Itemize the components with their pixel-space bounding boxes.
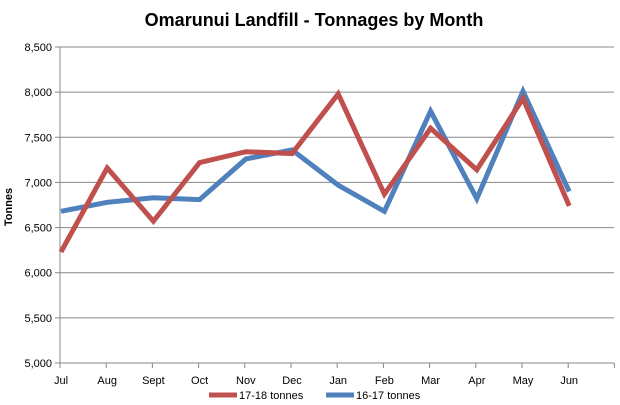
series-layer [58, 85, 572, 254]
series-line-0 [58, 89, 572, 254]
y-tick-label: 6,000 [24, 268, 52, 280]
x-tick-label: Jul [54, 375, 68, 387]
x-tick-label: Mar [421, 375, 440, 387]
legend-label: 16-17 tonnes [356, 390, 421, 402]
x-tick-label: Aug [97, 375, 117, 387]
x-tick-label: Sept [142, 375, 165, 387]
x-tick-label: May [513, 375, 534, 387]
y-tick-label: 5,000 [24, 358, 52, 370]
series-line-1 [60, 85, 572, 215]
legend: 17-18 tonnes 16-17 tonnes [209, 390, 421, 402]
label-layer: 5,000 5,500 6,000 6,500 7,000 7,500 8,000 8,500… [24, 42, 578, 387]
axis-layer [55, 46, 615, 368]
chart-title: Omarunui Landfill - Tonnages by Month [145, 10, 484, 30]
x-tick-label: Feb [375, 375, 394, 387]
x-tick-label: Jan [329, 375, 347, 387]
x-tick-label: Jun [560, 375, 578, 387]
x-tick-label: Oct [191, 375, 208, 387]
y-tick-label: 7,500 [24, 132, 52, 144]
x-tick-label: Nov [236, 375, 256, 387]
y-tick-label: 6,500 [24, 223, 52, 235]
x-tick-label: Apr [468, 375, 485, 387]
y-tick-label: 5,500 [24, 313, 52, 325]
y-axis-label: Tonnes [3, 188, 15, 226]
y-tick-label: 8,500 [24, 42, 52, 54]
legend-label: 17-18 tonnes [239, 390, 304, 402]
y-tick-label: 7,000 [24, 177, 52, 189]
y-tick-label: 8,000 [24, 87, 52, 99]
x-tick-label: Dec [282, 375, 302, 387]
